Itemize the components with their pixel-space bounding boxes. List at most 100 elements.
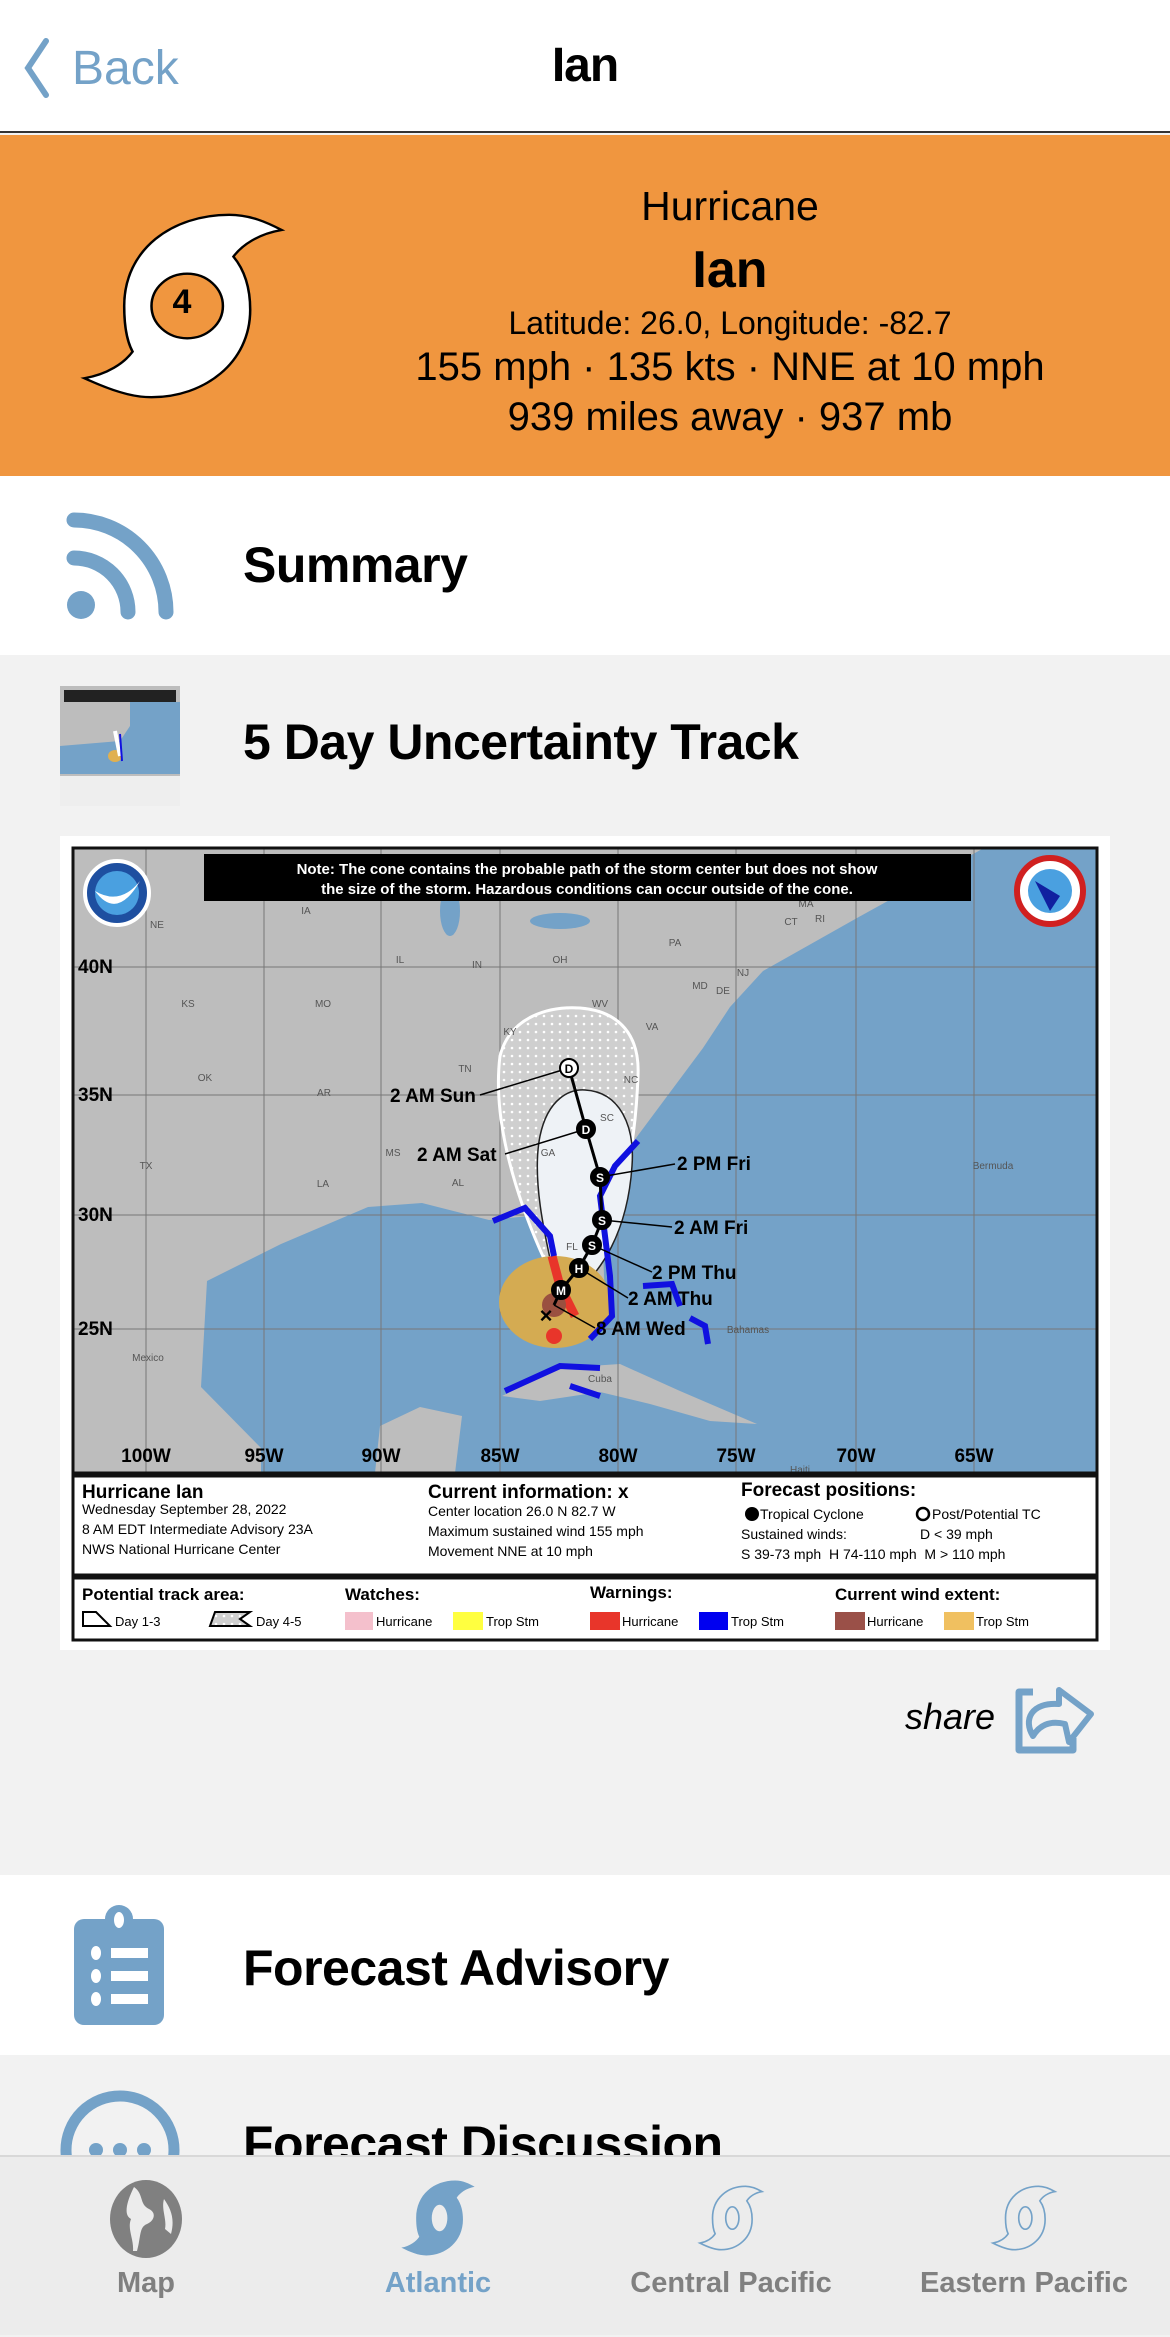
state-label: KS bbox=[181, 999, 195, 1010]
track-time-label: 2 AM Sun bbox=[390, 1086, 476, 1107]
state-label: LA bbox=[317, 1179, 330, 1190]
section-forecast-discussion[interactable]: Forecast Discussion bbox=[0, 2055, 1170, 2155]
latitude-label: 30N bbox=[78, 1205, 113, 1226]
longitude-label: 70W bbox=[836, 1446, 875, 1467]
legend-day45: Day 4-5 bbox=[256, 1614, 302, 1629]
wind-hurricane-swatch bbox=[835, 1612, 865, 1630]
track-thumbnail[interactable] bbox=[60, 686, 180, 806]
forecast-point: D bbox=[559, 1058, 579, 1078]
back-label: Back bbox=[72, 41, 179, 95]
state-label: FL bbox=[566, 1242, 578, 1253]
forecast-point-marker bbox=[592, 1210, 612, 1230]
track-time-label: 2 AM Thu bbox=[628, 1289, 713, 1310]
tab-label: Atlantic bbox=[384, 2267, 492, 2299]
clipboard-list-icon bbox=[74, 1905, 164, 2025]
chevron-left-icon bbox=[24, 38, 49, 98]
legend-wind-hurricane: Hurricane bbox=[867, 1614, 923, 1629]
longitude-label: 85W bbox=[480, 1446, 519, 1467]
state-label: PA bbox=[669, 938, 682, 949]
track-time-label: 2 PM Thu bbox=[652, 1263, 736, 1284]
yucatan bbox=[375, 1407, 462, 1473]
state-label: IN bbox=[472, 960, 482, 971]
forecast-point: H bbox=[569, 1258, 589, 1278]
hurricane-warning-area bbox=[546, 1328, 562, 1344]
section-title[interactable]: 5 Day Uncertainty Track bbox=[243, 714, 799, 770]
tab-eastern-pacific[interactable]: Eastern Pacific bbox=[878, 2157, 1170, 2337]
section-forecast-advisory[interactable]: Forecast Advisory bbox=[0, 1875, 1170, 2055]
forecast-point: S bbox=[590, 1167, 610, 1187]
tab-label: Eastern Pacific bbox=[920, 2267, 1128, 2299]
state-label: VA bbox=[646, 1022, 659, 1033]
post-tc-symbol bbox=[915, 1506, 931, 1522]
forecast-point: D bbox=[576, 1119, 596, 1139]
forecast-point: S bbox=[582, 1235, 602, 1255]
legend-day13: Day 1-3 bbox=[115, 1614, 161, 1629]
tropical-storm-warnings bbox=[491, 1138, 711, 1399]
cuba bbox=[502, 1364, 757, 1424]
info-center: NWS National Hurricane Center bbox=[82, 1541, 281, 1557]
section-title: Forecast Advisory bbox=[243, 1940, 669, 1996]
state-label: TX bbox=[140, 1161, 153, 1172]
longitude-label: 95W bbox=[244, 1446, 283, 1467]
forecast-point-letter: S bbox=[596, 1171, 604, 1185]
hurricane-outline-icon bbox=[699, 2185, 763, 2251]
legend-warn-ts: Trop Stm bbox=[731, 1614, 784, 1629]
back-button[interactable]: Back bbox=[22, 36, 179, 100]
storm-banner: 4 Hurricane Ian Latitude: 26.0, Longitud… bbox=[0, 135, 1170, 476]
tropical-cyclone-symbol bbox=[745, 1507, 759, 1521]
legend-wind-title: Current wind extent: bbox=[835, 1585, 1000, 1604]
label-leaders bbox=[479, 1067, 676, 1329]
longitude-label: 65W bbox=[954, 1446, 993, 1467]
section-title: Forecast Discussion bbox=[243, 2116, 723, 2155]
storm-position: Latitude: 26.0, Longitude: -82.7 bbox=[508, 305, 952, 341]
tab-atlantic[interactable]: Atlantic bbox=[292, 2157, 584, 2337]
state-label: KY bbox=[503, 1027, 517, 1038]
share-button[interactable]: share bbox=[905, 1680, 1097, 1754]
state-label: MA bbox=[799, 899, 814, 910]
current-wind: Maximum sustained wind 155 mph bbox=[428, 1523, 644, 1539]
watch-hurricane-swatch bbox=[345, 1612, 373, 1630]
forecast-point-letter: S bbox=[588, 1239, 596, 1253]
state-label: IL bbox=[396, 955, 405, 966]
share-icon bbox=[1015, 1687, 1095, 1754]
current-position-marker: × bbox=[540, 1303, 553, 1328]
storm-name: Ian bbox=[692, 241, 768, 299]
forecast-point: M bbox=[551, 1280, 571, 1300]
state-label: NC bbox=[624, 1075, 638, 1086]
hurricane-outline-icon bbox=[992, 2185, 1056, 2251]
note-text: Note: The cone contains the probable pat… bbox=[297, 861, 878, 878]
state-label: AR bbox=[317, 1088, 331, 1099]
noaa-logo bbox=[83, 859, 151, 927]
chat-bubble-icon bbox=[60, 2090, 180, 2155]
tab-central-pacific[interactable]: Central Pacific bbox=[585, 2157, 877, 2337]
forecast-point-marker bbox=[582, 1235, 602, 1255]
warn-ts-swatch bbox=[699, 1612, 728, 1630]
track-time-label: 2 AM Fri bbox=[674, 1218, 748, 1239]
state-label: DE bbox=[716, 986, 730, 997]
state-label: OK bbox=[198, 1073, 213, 1084]
nws-logo bbox=[1014, 855, 1086, 927]
section-summary[interactable]: Summary bbox=[0, 476, 1170, 655]
tab-map[interactable]: Map bbox=[0, 2157, 292, 2337]
legend-watch-hurricane: Hurricane bbox=[376, 1614, 432, 1629]
tab-label: Central Pacific bbox=[630, 2267, 832, 2299]
state-label: RI bbox=[815, 914, 825, 925]
hurricane-filled-icon bbox=[401, 2180, 475, 2256]
legend-watch-ts: Trop Stm bbox=[486, 1614, 539, 1629]
longitude-label: 90W bbox=[361, 1446, 400, 1467]
state-label: TN bbox=[458, 1064, 471, 1075]
hurricane-category-icon bbox=[83, 213, 283, 399]
state-label: MS bbox=[386, 1148, 401, 1159]
rss-icon bbox=[66, 512, 174, 620]
tab-label: Map bbox=[117, 2267, 175, 2299]
state-label: NE bbox=[150, 920, 164, 931]
tropical-cyclone-label: Tropical Cyclone bbox=[760, 1506, 864, 1522]
latitude-label: 35N bbox=[78, 1085, 113, 1106]
state-label: AL bbox=[452, 1178, 465, 1189]
forecast-point-marker bbox=[551, 1280, 571, 1300]
legend-warn-hurricane: Hurricane bbox=[622, 1614, 678, 1629]
d-definition: D < 39 mph bbox=[920, 1526, 993, 1542]
forecast-positions-title: Forecast positions: bbox=[741, 1480, 916, 1501]
forecast-point-marker bbox=[576, 1119, 596, 1139]
